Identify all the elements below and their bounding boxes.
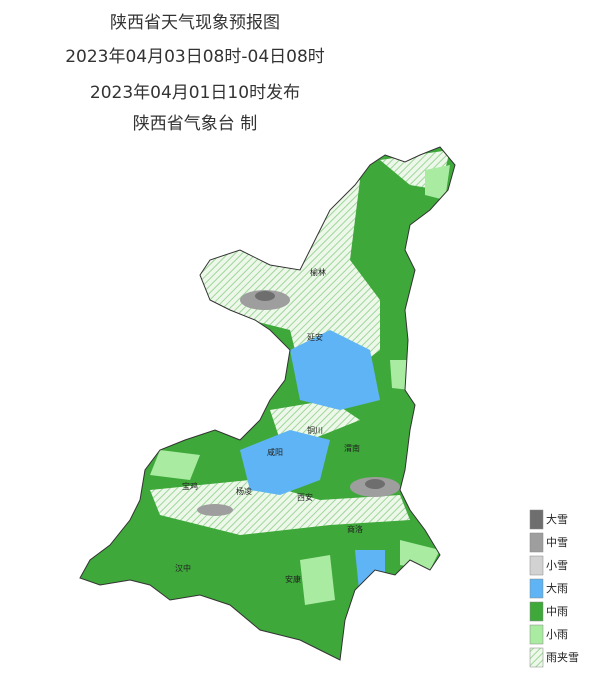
city-label: 咸阳 [267,447,283,457]
legend-label: 中雨 [546,605,568,618]
legend-swatch [529,578,544,599]
city-label: 汉中 [175,563,191,573]
city-label: 延安 [307,332,323,342]
city-label: 铜川 [307,425,323,435]
legend-swatch [529,509,544,530]
issue-time: 2023年04月01日10时发布 [90,83,300,103]
city-label: 榆林 [310,267,326,277]
legend-label: 大雨 [546,581,568,595]
city-label: 安康 [285,574,301,584]
legend-swatch [529,532,544,553]
city-label: 商洛 [347,524,363,534]
legend-label: 小雨 [546,628,568,641]
legend-label: 小雪 [546,559,568,572]
city-label: 宝鸡 [182,481,198,491]
forecast-period: 2023年04月03日08时-04日08时 [65,47,325,67]
agency: 陕西省气象台 制 [133,114,257,134]
legend-label: 雨夹雪 [546,651,579,664]
legend-label: 中雪 [546,536,568,549]
legend-swatch [529,601,544,622]
legend-swatch [529,555,544,576]
city-label: 杨凌 [236,486,252,496]
map-title: 陕西省天气现象预报图 [110,13,280,33]
legend-swatch [529,624,544,645]
city-label: 渭南 [344,443,360,453]
map-regions [80,147,455,660]
legend-swatch [529,647,544,668]
legend-label: 大雪 [546,512,568,526]
city-label: 西安 [297,492,313,502]
